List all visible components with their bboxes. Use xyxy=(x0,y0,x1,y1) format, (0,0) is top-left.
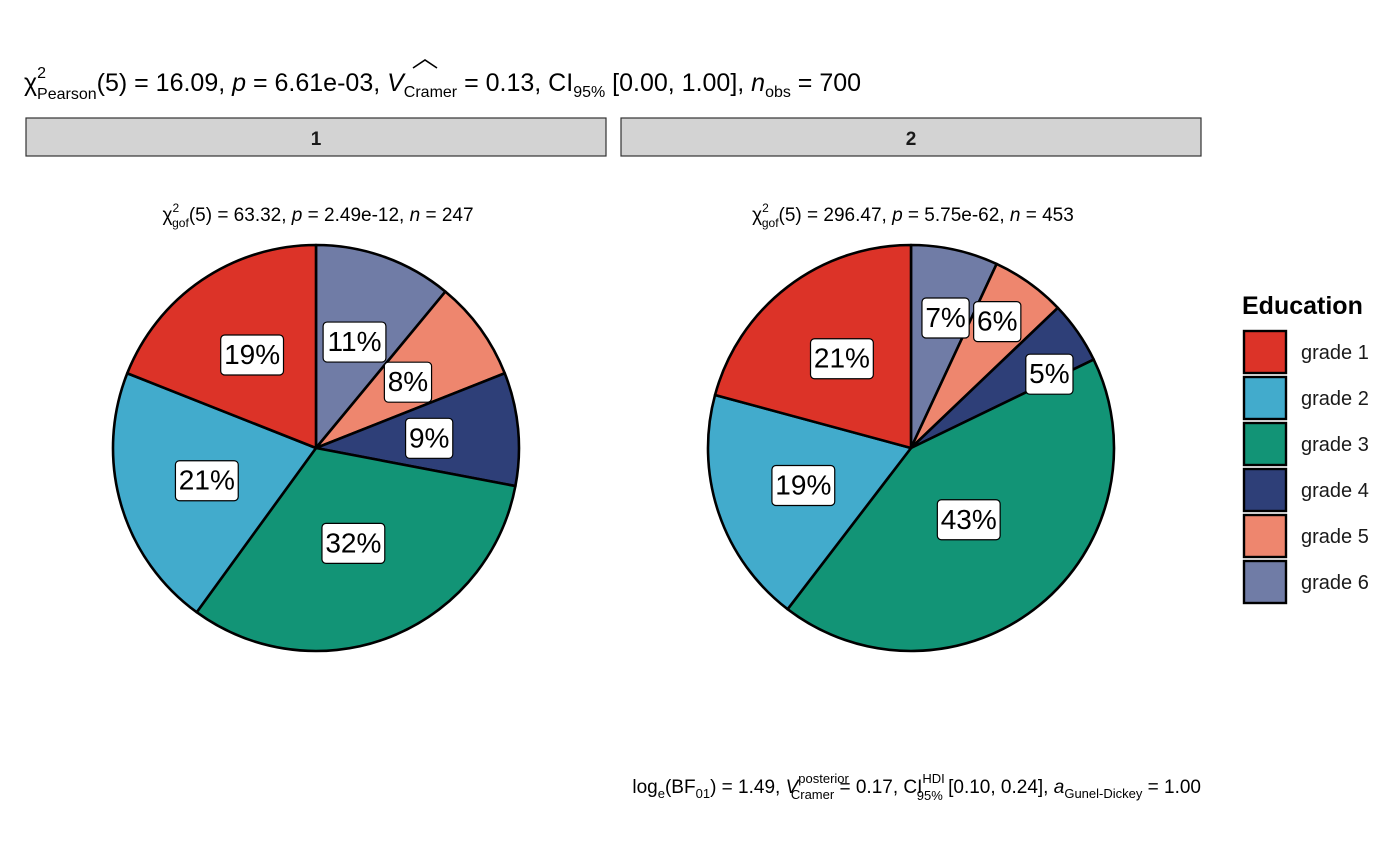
slice-label-box xyxy=(174,460,239,502)
legend-item-grade-1: grade 1 xyxy=(1242,329,1369,375)
facet-strip-1-label: 1 xyxy=(311,129,322,150)
pie-1-label-grade-5: 8% xyxy=(383,361,433,403)
pie-2-label-grade-6: 7% xyxy=(921,297,970,339)
slice-label-text: 7% xyxy=(925,302,965,333)
legend-item-grade-3: grade 3 xyxy=(1242,421,1369,467)
legend-key xyxy=(1242,559,1288,605)
legend-item-grade-2: grade 2 xyxy=(1242,375,1369,421)
slice-label-text: 21% xyxy=(814,343,870,374)
slice-label-text: 5% xyxy=(1029,358,1069,389)
legend-title: Education xyxy=(1242,292,1363,320)
slice-label-box xyxy=(220,334,285,376)
facet-strip-1 xyxy=(25,117,607,157)
pie-2-label-grade-5: 6% xyxy=(973,301,1022,343)
pie-1-label-grade-4: 9% xyxy=(404,417,454,459)
pie-2-label-grade-3: 43% xyxy=(936,499,1001,541)
legend-key xyxy=(1242,421,1288,467)
slice-label-box xyxy=(404,417,454,459)
pie-chart-2: 21% 19% 43% 5% 6% 7% xyxy=(706,243,1116,653)
pie-1-labels: 19% 21% 32% 9% 8%11% xyxy=(174,321,454,564)
pie-1-label-grade-2: 21% xyxy=(174,460,239,502)
slice-label-box xyxy=(771,464,836,507)
legend-item-grade-5: grade 5 xyxy=(1242,513,1369,559)
legend-label: grade 4 xyxy=(1301,480,1369,502)
legend-key xyxy=(1242,329,1288,375)
facet-strip-2-label: 2 xyxy=(906,129,917,150)
pie-1-label-grade-1: 19% xyxy=(220,334,285,376)
pie-2-labels: 21% 19% 43% 5% 6% 7% xyxy=(771,297,1074,541)
pie-2-label-grade-4: 5% xyxy=(1025,353,1074,395)
panel-1-subtitle: χ2 gof(5) = 63.32, p = 2.49e-12, n = 247 xyxy=(162,201,473,230)
slice-label-text: 9% xyxy=(409,422,449,453)
slice-label-text: 32% xyxy=(325,527,381,558)
slice-label-box xyxy=(936,499,1001,541)
slice-label-text: 19% xyxy=(775,469,831,500)
slice-label-text: 6% xyxy=(977,306,1017,337)
chart-title: χ2 Pearson(5) = 16.09, p = 6.61e-03, VCra… xyxy=(24,65,861,103)
legend-label: grade 5 xyxy=(1301,526,1369,548)
legend-key xyxy=(1242,375,1288,421)
legend-label: grade 2 xyxy=(1301,388,1369,410)
slice-label-text: 43% xyxy=(941,504,997,535)
slice-label-box xyxy=(322,321,387,363)
legend-key xyxy=(1242,513,1288,559)
legend-item-grade-6: grade 6 xyxy=(1242,559,1369,605)
legend-key xyxy=(1242,467,1288,513)
legend-label: grade 3 xyxy=(1301,434,1369,456)
chart-caption: loge(BF01) = 1.49, Vposterior Cramer = 0.… xyxy=(632,771,1201,803)
slice-label-text: 8% xyxy=(388,366,428,397)
pie-2-label-grade-1: 21% xyxy=(809,338,874,380)
legend: grade 1 grade 2 grade 3 grade 4 grade 5 grade… xyxy=(1242,329,1369,605)
slice-label-box xyxy=(809,338,874,380)
legend-item-grade-4: grade 4 xyxy=(1242,467,1369,513)
legend-label: grade 1 xyxy=(1301,342,1369,364)
v-hat-mark xyxy=(412,59,438,69)
slice-label-box xyxy=(383,361,433,403)
slice-label-text: 21% xyxy=(179,465,235,496)
legend-label: grade 6 xyxy=(1301,572,1369,594)
slice-label-box xyxy=(321,522,386,564)
slice-label-box xyxy=(921,297,970,339)
slice-label-box xyxy=(1025,353,1074,395)
slice-label-text: 19% xyxy=(224,339,280,370)
slice-label-text: 11% xyxy=(328,326,382,357)
pie-chart-1: 19% 21% 32% 9% 8%11% xyxy=(111,243,521,653)
pie-2-label-grade-2: 19% xyxy=(771,464,836,507)
slice-label-box xyxy=(973,301,1022,343)
pie-1-label-grade-6: 11% xyxy=(322,321,387,363)
pie-1-label-grade-3: 32% xyxy=(321,522,386,564)
facet-strip-2 xyxy=(620,117,1202,157)
panel-2-subtitle: χ2 gof(5) = 296.47, p = 5.75e-62, n = 453 xyxy=(752,201,1074,230)
